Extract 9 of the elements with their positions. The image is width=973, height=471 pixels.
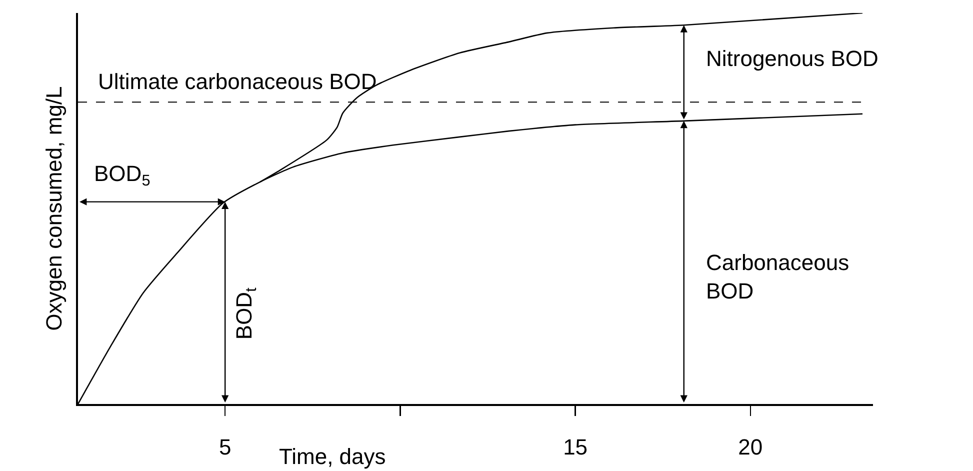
annotation: BOD$_{5}$ [94, 161, 150, 190]
annotation: Nitrogenous BOD [706, 46, 878, 71]
x-tick-label: 5 [218, 434, 232, 460]
y-axis-title: Oxygen consumed, mg/L [41, 86, 66, 331]
x-tick-label: 15 [563, 434, 588, 460]
annotation: Carbonaceous BOD [706, 250, 850, 304]
ref-line-label: Ultimate carbonaceous BOD [98, 69, 377, 94]
x-axis-title: Time, days [279, 444, 386, 469]
x-tick-label: 20 [738, 434, 763, 460]
